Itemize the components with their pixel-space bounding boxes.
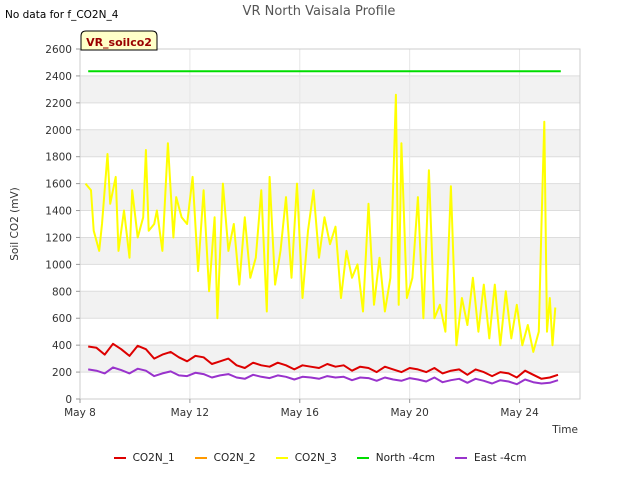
y-tick-label: 2200	[45, 98, 72, 110]
legend-item: CO2N_2	[194, 452, 256, 464]
legend-label: CO2N_1	[132, 452, 175, 464]
chart-title: VR North Vaisala Profile	[243, 4, 396, 19]
y-tick-label: 1800	[45, 152, 72, 164]
badge-label: VR_soilco2	[86, 36, 152, 49]
x-tick-label: May 24	[500, 407, 539, 419]
legend-item: CO2N_1	[113, 452, 175, 464]
series-lines	[84, 70, 561, 386]
y-tick-label: 1400	[45, 206, 72, 218]
legend-swatch	[454, 457, 467, 459]
x-axis-label: Time	[551, 424, 578, 436]
legend-item: CO2N_3	[275, 452, 337, 464]
series-line-east-4cm	[88, 366, 559, 386]
legend-item: North -4cm	[356, 452, 435, 464]
legend-swatch	[356, 457, 369, 459]
plot-band	[80, 75, 580, 103]
series-line-co2n-1	[88, 342, 559, 380]
x-tick-label: May 20	[390, 407, 428, 419]
plot-band	[80, 183, 580, 211]
series-line-co2n-3	[84, 93, 557, 353]
y-tick-label: 2600	[45, 44, 72, 56]
y-tick-label: 2400	[45, 71, 72, 83]
y-tick-label: 400	[52, 340, 72, 352]
legend-label: East -4cm	[473, 452, 527, 464]
plot-bands	[80, 49, 580, 399]
plot-band	[80, 129, 580, 157]
plot-frame	[79, 48, 581, 400]
legend: CO2N_1 CO2N_2 CO2N_3 North -4cm East -4cm	[0, 452, 640, 464]
x-tick-label: May 8	[64, 407, 96, 419]
y-tick-label: 1200	[45, 232, 72, 244]
y-tick-label: 600	[52, 313, 72, 325]
x-tick-label: May 12	[171, 407, 209, 419]
y-tick-label: 200	[52, 367, 72, 379]
legend-label: North -4cm	[375, 452, 435, 464]
legend-item: East -4cm	[454, 452, 527, 464]
legend-swatch	[275, 457, 288, 459]
badge: VR_soilco2	[80, 30, 158, 51]
y-tick-label: 1000	[45, 259, 72, 271]
x-tick-label: May 16	[281, 407, 320, 419]
no-data-note: No data for f_CO2N_4	[5, 9, 119, 21]
y-tick-label: 1600	[45, 179, 72, 191]
legend-swatch	[194, 457, 207, 459]
legend-label: CO2N_2	[213, 452, 256, 464]
y-tick-label: 0	[65, 394, 72, 406]
tick-labels: 0 200 400 600 800 1000 1200 1400 1600 1800 2000 220…	[45, 44, 539, 419]
legend-label: CO2N_3	[294, 452, 337, 464]
plot-band	[80, 345, 580, 373]
y-tick-label: 2000	[45, 125, 72, 137]
y-tick-label: 800	[52, 286, 72, 298]
legend-swatch	[113, 457, 126, 459]
y-axis-label: Soil CO2 (mV)	[9, 187, 21, 260]
axes	[76, 48, 581, 403]
